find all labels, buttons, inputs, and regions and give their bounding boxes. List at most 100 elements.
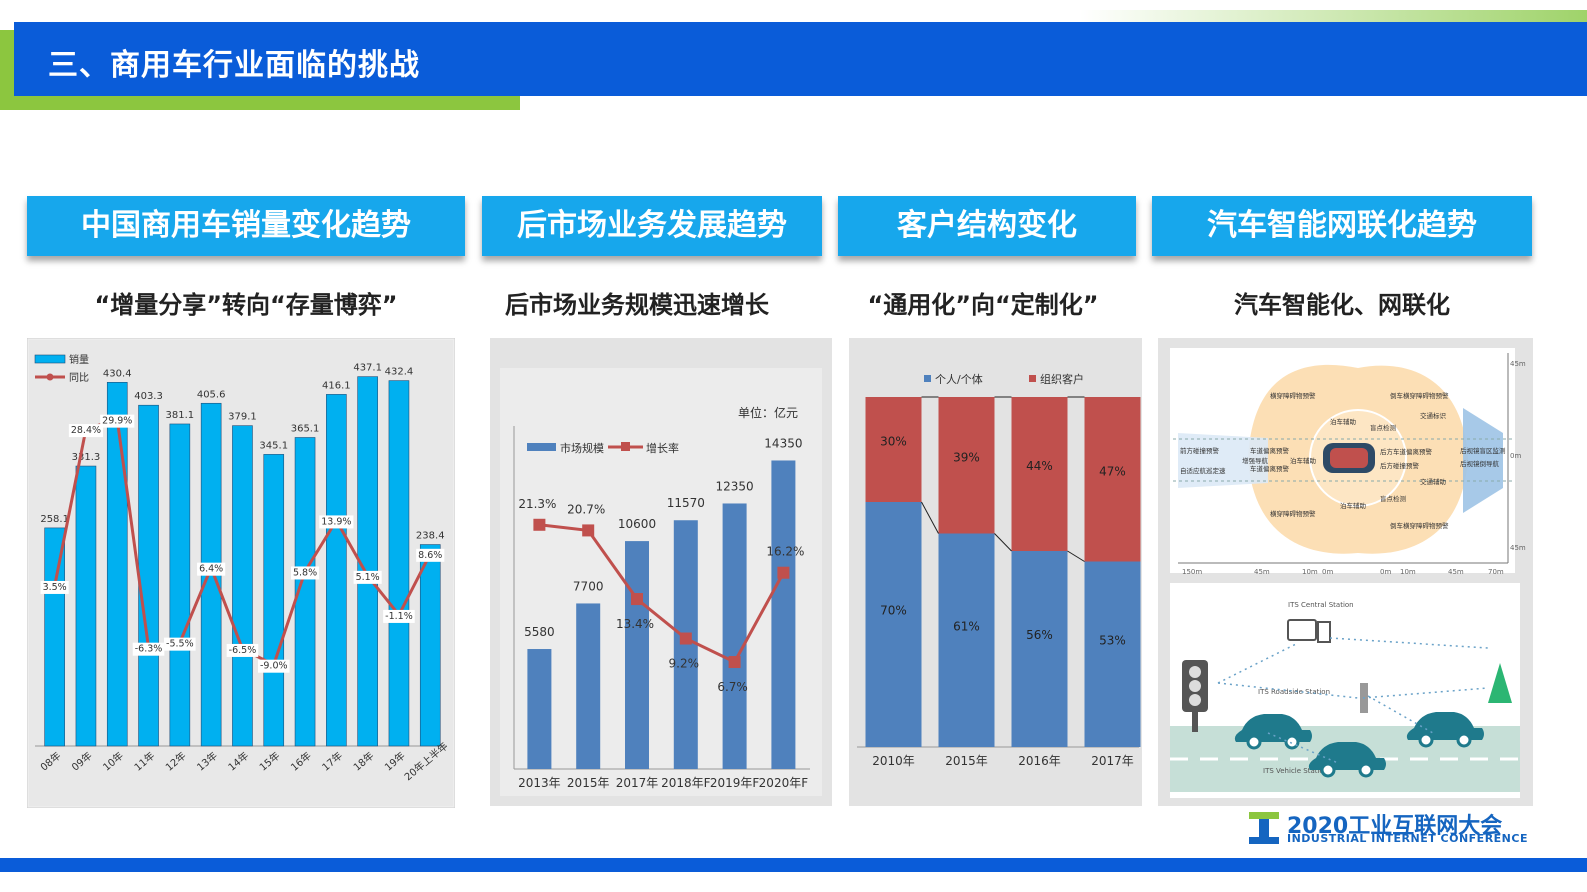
front-zone [1248,364,1358,554]
tick-label: 2015年 [945,754,988,768]
logo-subtext: INDUSTRIAL INTERNET CONFERENCE [1287,832,1528,845]
bar-individual [1084,561,1141,747]
growth-label-box [416,548,445,562]
tick-label: 2013年 [518,776,561,790]
growth-label: 13.4% [616,617,654,631]
bar [527,649,552,769]
car-icon-wheel [1246,734,1262,750]
sensor-label: 倒车横穿障碍物预警 [1390,391,1449,400]
sensor-label: 交通标识 [1420,411,1447,420]
tick-label: 2016年 [1018,754,1061,768]
growth-label: 13.9% [321,516,351,527]
growth-label-box [197,562,226,576]
growth-label: -5.5% [166,639,194,650]
sensor-label: 车道偏离预警 [1250,464,1290,473]
growth-label: 9.2% [669,657,700,671]
range-tick: 0m [1380,568,1391,576]
sensor-label: 盲点检测 [1380,494,1407,503]
subtitle-sales: “增量分享”转向“存量博弈” [94,291,398,319]
growth-label-box [383,609,415,623]
growth-point [533,518,546,531]
bar-label: 238.4 [416,531,445,542]
sensor-label: 横穿障碍物预警 [1270,391,1316,400]
rear-zone [1358,365,1468,554]
rear-sensor-zone [1463,408,1503,513]
growth-label: -9.0% [260,661,288,672]
growth-label: 29.9% [102,416,132,427]
range-tick-vertical: 0m [1510,452,1521,460]
bar [44,527,65,747]
series-line [1067,550,1085,562]
bar [138,404,159,747]
bar [357,376,378,747]
legend-swatch-sales [34,354,66,364]
traffic-light-pole [1192,712,1198,732]
bar-label: 432.4 [385,367,414,378]
range-tick-vertical: 45m [1510,544,1526,552]
bar-individual [1011,551,1068,747]
range-tick: 70m [1488,568,1504,576]
bar [419,544,441,747]
footer-bar [0,858,1587,872]
range-tick-vertical: 45m [1510,360,1526,368]
legend-label-growth: 增长率 [646,441,679,455]
sensor-label: 泊车辅助 [1290,456,1317,465]
range-tick: 10m [1302,568,1318,576]
growth-label-box [319,515,354,529]
range-tick: 10m [1400,568,1416,576]
sales-trend-chart: 258.108年331.309年430.410年403.311年381.112年… [27,338,455,808]
sensor-label: 前方碰撞预警 [1180,446,1220,455]
traffic-light-lamp [1189,694,1201,706]
sensor-label: 后视镜倒导航 [1460,459,1500,468]
growth-label-box [40,580,69,594]
bar-label-individual: 70% [880,604,907,618]
legend-label-market: 市场规模 [560,441,604,455]
bar [169,423,191,747]
bar-organization [865,397,922,502]
series-line [921,501,939,534]
subtitle-connected: 汽车智能化、网联化 [1234,291,1450,319]
bar-individual [865,502,922,747]
bar [294,437,316,747]
bar-label: 416.1 [322,380,351,391]
growth-label-box [257,659,290,673]
bar-label: 7700 [573,579,604,593]
tick-label: 2017年 [616,776,659,790]
category-title-aftermarket: 后市场业务发展趋势 [482,196,822,256]
growth-label: -6.3% [135,644,163,655]
growth-label-box [353,570,382,584]
legend-label-individual: 个人/个体 [935,372,983,386]
growth-point [582,524,595,537]
comm-link [1367,695,1434,734]
growth-label-box [100,414,135,428]
plot-area [500,368,822,796]
series-line [994,533,1012,552]
growth-label: 16.2% [766,545,804,559]
car-icon-wheel [1358,762,1374,778]
bar [263,454,285,747]
server-icon [1317,621,1331,643]
bar-label-organization: 44% [1026,459,1053,473]
category-title-sales: 中国商用车销量变化趋势 [27,196,465,256]
front-sensor-zone [1178,433,1268,488]
antenna-icon [1488,663,1512,703]
bar-label: 258.1 [40,514,69,525]
bar-label-organization: 39% [953,450,980,464]
aftermarket-chart: 单位：亿元 5580 2013年 7700 2015年 10600 2017年 11570 20… [490,338,832,806]
tick-label: 2015年 [567,776,610,790]
customer-structure-chart: 70% 30% 2010年 61% 39% 2015年 56% 44% 2016年 53% 47% 2… [849,338,1142,806]
growth-point [728,656,741,669]
its-label: ITS Central Station [1288,601,1354,609]
growth-label-box [132,642,165,656]
growth-label: 28.4% [71,425,101,436]
bar-label: 11570 [667,496,705,510]
growth-label: 5.1% [356,572,380,583]
sensor-label: 盲点检测 [1370,423,1397,432]
traffic-light-lamp [1189,680,1201,692]
bar-label-individual: 56% [1026,628,1053,642]
sensor-label: 后方碰撞预警 [1380,461,1420,470]
growth-label: 6.7% [717,680,748,694]
bar-label: 430.4 [103,368,132,379]
growth-point [777,566,790,579]
